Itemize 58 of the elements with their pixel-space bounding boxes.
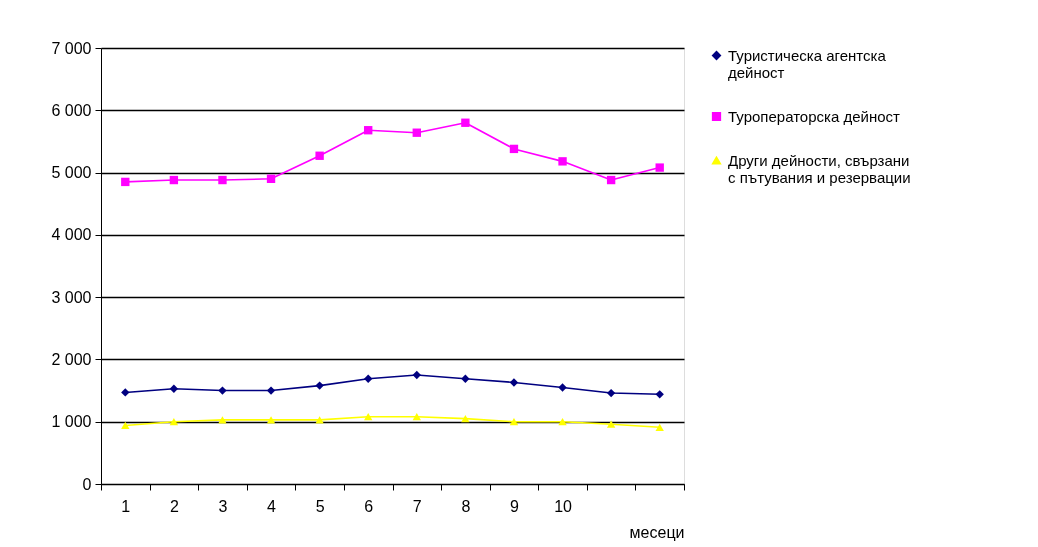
legend-label: Други дейности, свързани с пътувания и резервации xyxy=(728,151,911,186)
y-tick-label: 7 000 xyxy=(51,39,92,57)
point xyxy=(364,126,373,135)
point xyxy=(558,418,567,426)
point xyxy=(461,414,470,423)
point xyxy=(218,416,227,424)
point xyxy=(655,163,664,172)
point xyxy=(364,374,373,383)
y-tick-label: 4 000 xyxy=(51,226,92,244)
point xyxy=(461,118,470,127)
x-axis-title: месеци xyxy=(629,523,685,541)
point xyxy=(315,381,324,390)
point xyxy=(266,386,276,395)
point xyxy=(266,174,276,183)
point xyxy=(121,177,130,187)
x-tick-label: 7 xyxy=(412,497,422,515)
point xyxy=(606,388,616,398)
x-tick-label: 1 xyxy=(121,497,131,515)
point xyxy=(121,421,130,430)
legend-label: Туроператорска дейност xyxy=(728,107,901,125)
point xyxy=(315,151,324,160)
x-tick-label: 2 xyxy=(169,497,179,515)
y-tick-label: 6 000 xyxy=(51,101,92,119)
point xyxy=(121,388,130,397)
point xyxy=(218,386,227,395)
point xyxy=(655,423,664,431)
x-tick-label: 9 xyxy=(510,497,520,515)
point xyxy=(461,374,470,383)
y-tick-label: 3 000 xyxy=(51,288,92,306)
x-tick-label: 10 xyxy=(554,497,573,515)
x-tick-label: 5 xyxy=(315,497,325,515)
point xyxy=(606,175,616,185)
y-tick-label: 1 000 xyxy=(51,413,92,431)
point xyxy=(169,384,179,393)
point xyxy=(655,390,664,399)
point xyxy=(509,418,519,426)
point xyxy=(558,383,567,392)
point xyxy=(315,416,324,424)
point xyxy=(169,418,179,426)
x-tick-label: 4 xyxy=(267,497,277,515)
point xyxy=(606,420,616,428)
x-tick-label: 6 xyxy=(364,497,374,515)
point xyxy=(412,370,421,380)
point xyxy=(412,413,421,421)
y-tick-label: 0 xyxy=(82,475,92,493)
point xyxy=(509,144,519,154)
y-tick-label: 2 000 xyxy=(51,350,92,368)
point xyxy=(558,157,567,166)
point xyxy=(218,175,227,185)
x-tick-label: 8 xyxy=(461,497,471,515)
point xyxy=(412,128,421,137)
point xyxy=(266,416,276,424)
point xyxy=(509,378,519,387)
x-tick-label: 3 xyxy=(218,497,228,515)
point xyxy=(364,413,373,421)
point xyxy=(169,175,179,185)
legend-label: Туристическа агентска дейност xyxy=(728,46,887,81)
y-tick-label: 5 000 xyxy=(51,164,92,182)
